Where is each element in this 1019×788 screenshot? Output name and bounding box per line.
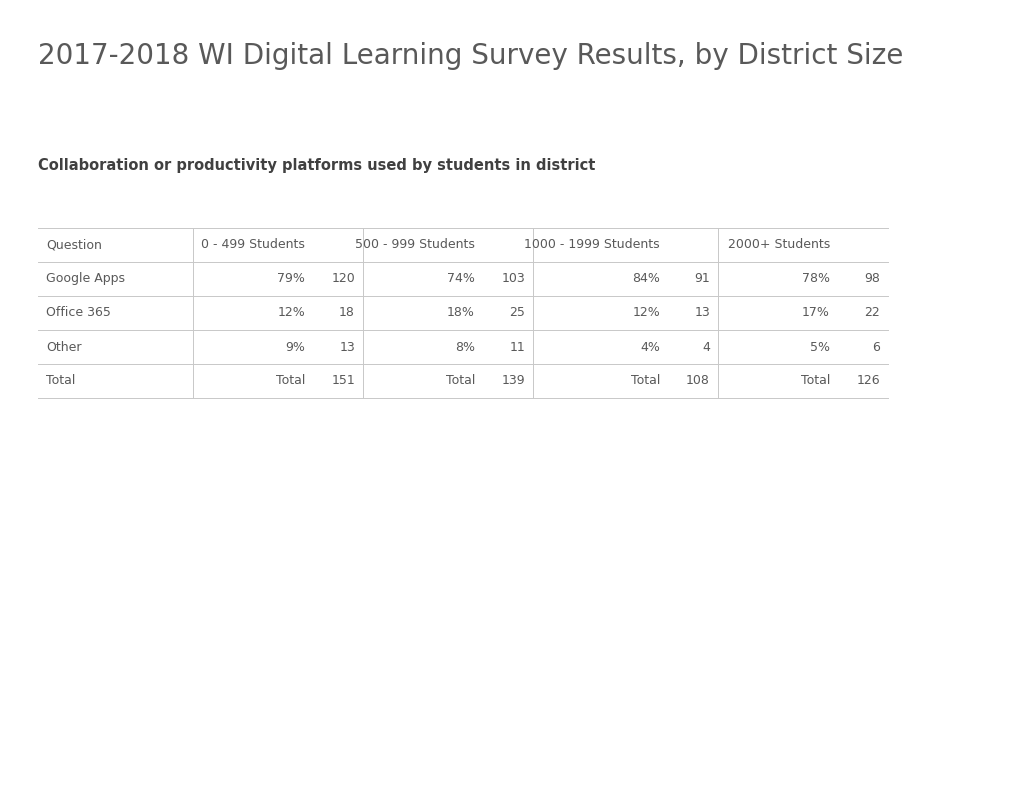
Text: 6: 6 — [871, 340, 879, 354]
Text: 18: 18 — [338, 307, 355, 319]
Text: 8%: 8% — [454, 340, 475, 354]
Text: Collaboration or productivity platforms used by students in district: Collaboration or productivity platforms … — [38, 158, 595, 173]
Text: 5%: 5% — [809, 340, 829, 354]
Text: 139: 139 — [501, 374, 525, 388]
Text: 91: 91 — [694, 273, 709, 285]
Text: 500 - 999 Students: 500 - 999 Students — [355, 239, 475, 251]
Text: 11: 11 — [508, 340, 525, 354]
Text: Total: Total — [275, 374, 305, 388]
Text: 2000+ Students: 2000+ Students — [727, 239, 829, 251]
Text: 25: 25 — [508, 307, 525, 319]
Text: 18%: 18% — [446, 307, 475, 319]
Text: Total: Total — [46, 374, 75, 388]
Text: 151: 151 — [331, 374, 355, 388]
Text: Total: Total — [630, 374, 659, 388]
Text: 4%: 4% — [640, 340, 659, 354]
Text: 17%: 17% — [801, 307, 829, 319]
Text: 9%: 9% — [285, 340, 305, 354]
Text: 13: 13 — [694, 307, 709, 319]
Text: 13: 13 — [339, 340, 355, 354]
Text: Question: Question — [46, 239, 102, 251]
Text: Google Apps: Google Apps — [46, 273, 125, 285]
Text: 79%: 79% — [277, 273, 305, 285]
Text: 4: 4 — [701, 340, 709, 354]
Text: 78%: 78% — [801, 273, 829, 285]
Text: 103: 103 — [500, 273, 525, 285]
Text: 12%: 12% — [277, 307, 305, 319]
Text: 1000 - 1999 Students: 1000 - 1999 Students — [524, 239, 659, 251]
Text: 2017-2018 WI Digital Learning Survey Results, by District Size: 2017-2018 WI Digital Learning Survey Res… — [38, 42, 903, 70]
Text: 74%: 74% — [446, 273, 475, 285]
Text: 120: 120 — [331, 273, 355, 285]
Text: 84%: 84% — [632, 273, 659, 285]
Text: 98: 98 — [863, 273, 879, 285]
Text: 12%: 12% — [632, 307, 659, 319]
Text: Total: Total — [445, 374, 475, 388]
Text: 108: 108 — [686, 374, 709, 388]
Text: 22: 22 — [863, 307, 879, 319]
Text: 0 - 499 Students: 0 - 499 Students — [201, 239, 305, 251]
Text: Office 365: Office 365 — [46, 307, 111, 319]
Text: Other: Other — [46, 340, 82, 354]
Text: Total: Total — [800, 374, 829, 388]
Text: 126: 126 — [856, 374, 879, 388]
